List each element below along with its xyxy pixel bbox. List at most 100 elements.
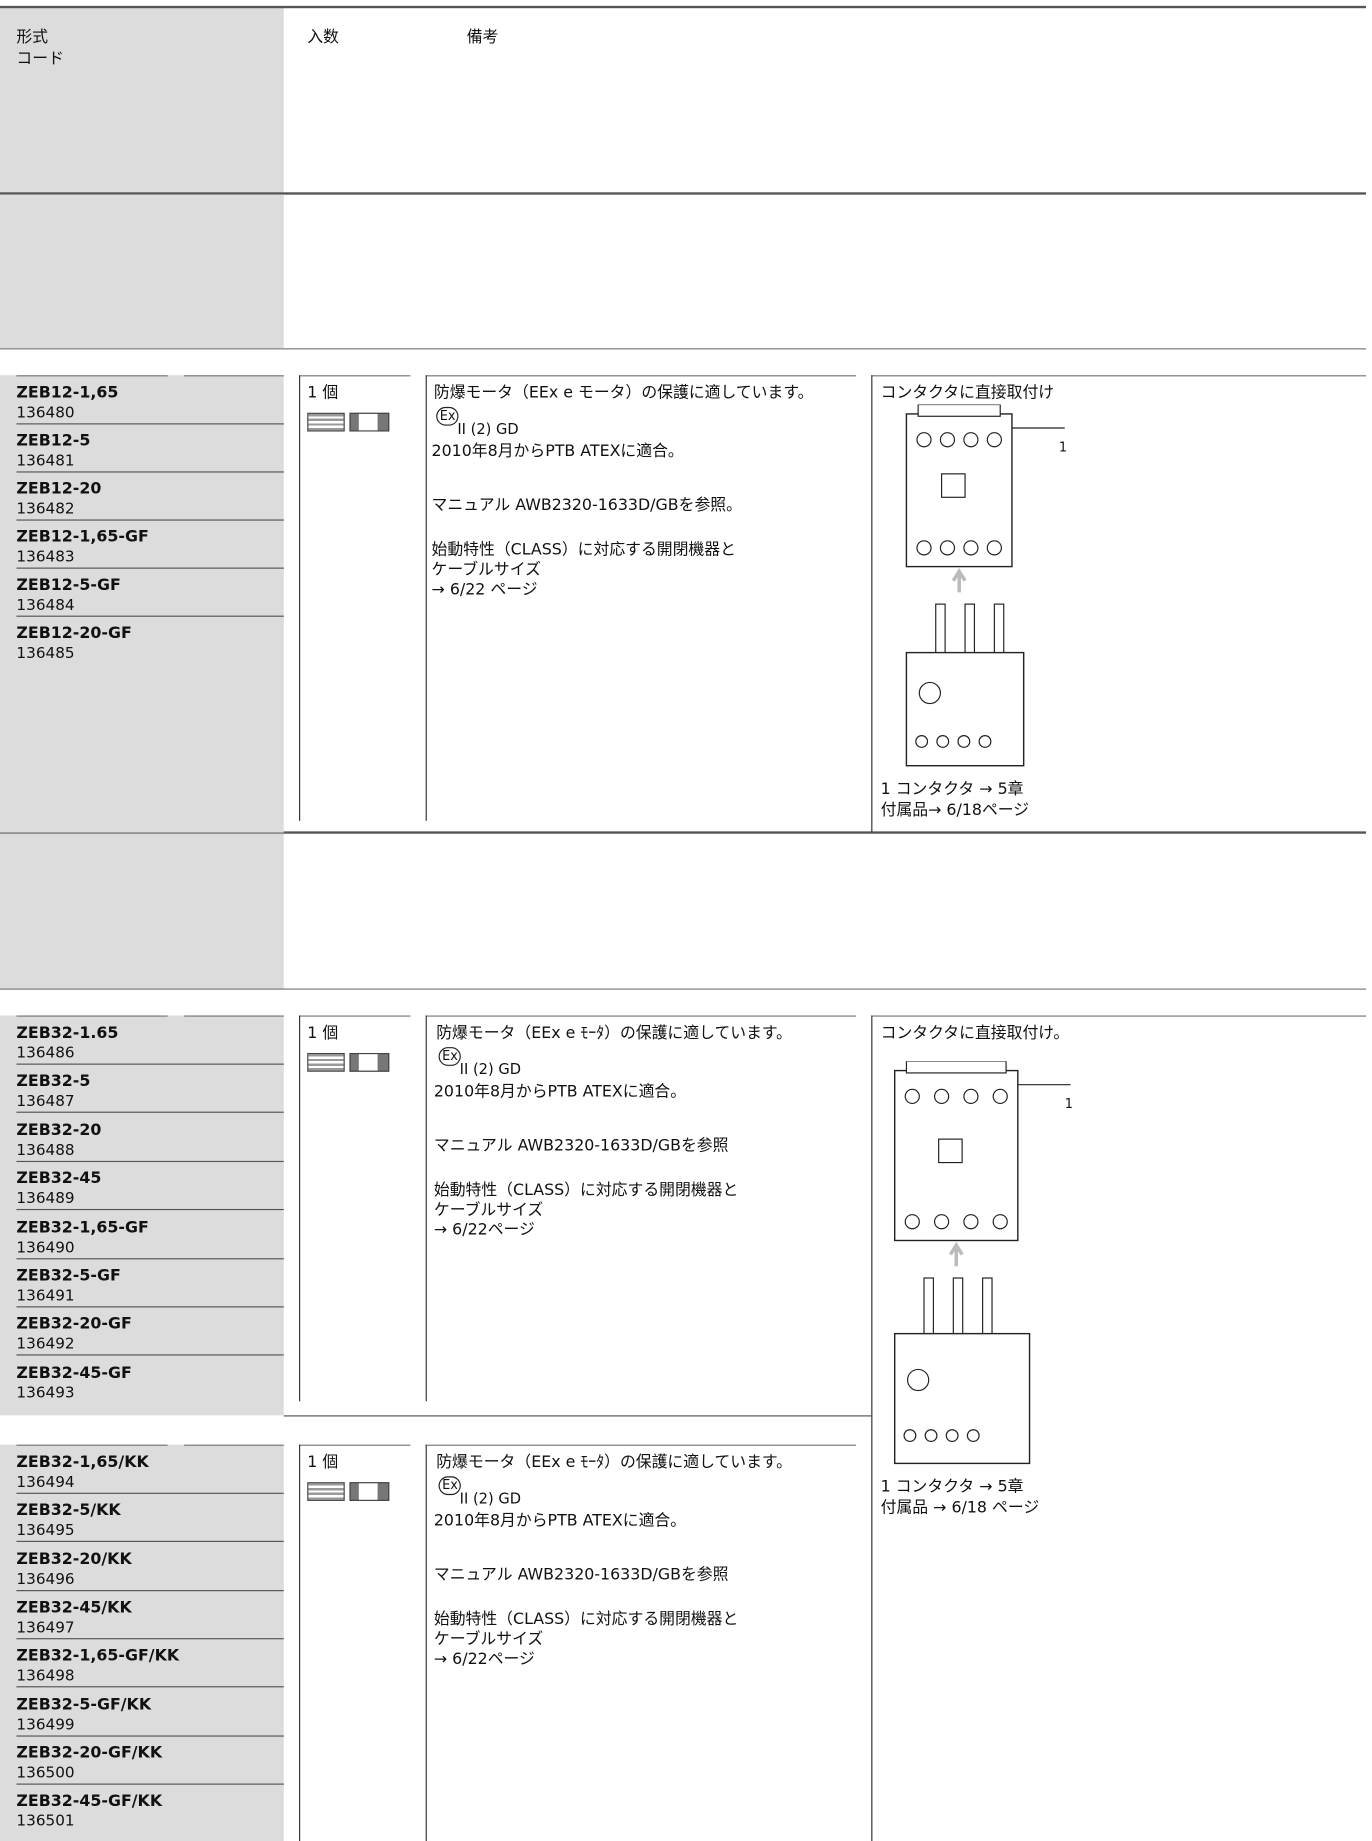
type-code: ZEB32-1,65-GF (16, 1217, 149, 1237)
remark: ケーブルサイズ (433, 1200, 544, 1220)
rule (16, 1257, 284, 1259)
remark: → 6/22ページ (433, 1220, 535, 1240)
rule (184, 375, 284, 377)
rule (16, 1541, 284, 1543)
order-code: 136487 (16, 1093, 75, 1111)
rule (16, 471, 284, 473)
gray-band (0, 1444, 284, 1841)
rule (184, 1444, 284, 1446)
rule (16, 423, 284, 425)
column-rule (871, 1015, 873, 1841)
type-code: ZEB32-5-GF (16, 1266, 121, 1286)
type-code: ZEB32-20-GF (16, 1314, 132, 1334)
rule (0, 192, 1367, 195)
order-code: 136495 (16, 1522, 75, 1540)
note: 1 コンタクタ → 5章 (880, 1477, 1024, 1497)
flag-ca-center (358, 413, 378, 431)
rule (16, 1734, 284, 1737)
rule (16, 1354, 284, 1356)
rule (425, 1015, 856, 1017)
flag-ca-center (358, 1483, 378, 1500)
code-label: コード (16, 49, 64, 69)
note: 1 コンタクタ → 5章 (880, 779, 1024, 799)
order-code: 136480 (16, 404, 75, 423)
gray-band (0, 375, 284, 833)
order-code: 136501 (16, 1812, 75, 1831)
type-code: ZEB32-45-GF (16, 1363, 132, 1383)
remark: 始動特性（CLASS）に対応する開閉機器と (431, 540, 736, 560)
order-code: 136484 (16, 596, 75, 615)
order-code: 136499 (16, 1716, 75, 1734)
rule (16, 1063, 284, 1065)
order-code: 136496 (16, 1570, 75, 1589)
rule (16, 375, 168, 377)
remarks-label: 備考 (466, 28, 499, 47)
remark: マニュアル AWB2320-1633D/GBを参照。 (431, 496, 742, 515)
rule (16, 1589, 284, 1591)
rule (184, 1015, 284, 1017)
rule (16, 615, 284, 617)
order-code: 136492 (16, 1336, 75, 1354)
rule (425, 375, 856, 377)
column-rule (299, 375, 301, 821)
type-code: ZEB32-45/KK (16, 1598, 132, 1617)
remark: ケーブルサイズ (431, 560, 541, 580)
remark: ケーブルサイズ (433, 1629, 544, 1649)
product-figure (893, 1061, 1071, 1465)
rule (0, 348, 1367, 350)
type-code: ZEB32-1.65 (16, 1023, 119, 1043)
gray-band (0, 5, 284, 194)
column-rule (425, 375, 427, 821)
quantity: 1 個 (307, 1023, 339, 1043)
order-code: 136498 (16, 1667, 75, 1686)
ex-mark: Ex (436, 406, 460, 426)
rule (16, 1112, 284, 1114)
rule (299, 1444, 411, 1446)
type-code: ZEB32-5 (16, 1072, 91, 1091)
rule (16, 1444, 168, 1446)
order-code: 136486 (16, 1044, 75, 1063)
gray-band (0, 194, 284, 349)
remark: 防爆モータ（EEx e ﾓｰﾀ）の保護に適しています。 (436, 1452, 793, 1472)
order-code: 136500 (16, 1764, 75, 1783)
rule (16, 1015, 168, 1017)
remark: 2010年8月からPTB ATEXに適合。 (433, 1511, 687, 1531)
type-label: 形式 (16, 28, 49, 47)
type-code: ZEB12-20 (16, 479, 102, 499)
flag-us (307, 1482, 345, 1501)
type-code: ZEB32-45 (16, 1169, 102, 1189)
rule (16, 1306, 284, 1308)
remark: → 6/22 ページ (431, 580, 538, 600)
rule (16, 567, 284, 569)
rule (16, 1209, 284, 1211)
remark: 防爆モータ（EEx e ﾓｰﾀ）の保護に適しています。 (436, 1023, 793, 1043)
type-code: ZEB12-5-GF (16, 575, 121, 595)
remark: 防爆モータ（EEx e モータ）の保護に適しています。 (433, 383, 814, 403)
qty-label: 入数 (307, 28, 339, 47)
rule (16, 1783, 284, 1785)
ex-class: II (2) GD (457, 419, 519, 438)
column-rule (425, 1444, 427, 1841)
mounting: コンタクタに直接取付け。 (880, 1023, 1070, 1043)
ex-mark: Ex (438, 1476, 462, 1496)
gray-band (0, 1015, 284, 1416)
order-code: 136493 (16, 1384, 75, 1403)
remark: マニュアル AWB2320-1633D/GBを参照 (433, 1565, 729, 1585)
rule (871, 1015, 1367, 1017)
type-code: ZEB12-1,65 (16, 383, 119, 403)
type-code: ZEB32-1,65/KK (16, 1452, 149, 1472)
column-rule (299, 1015, 301, 1402)
rule (16, 1492, 284, 1494)
type-code: ZEB32-20 (16, 1120, 102, 1140)
rule (16, 1160, 284, 1162)
note: 付属品→ 6/18ページ (880, 800, 1030, 820)
rule (871, 375, 1367, 377)
type-code: ZEB12-5 (16, 431, 91, 451)
mounting: コンタクタに直接取付け (880, 383, 1055, 403)
rule (16, 1686, 284, 1688)
ex-mark: Ex (438, 1047, 462, 1066)
order-code: 136488 (16, 1141, 75, 1160)
column-rule (299, 1444, 301, 1841)
